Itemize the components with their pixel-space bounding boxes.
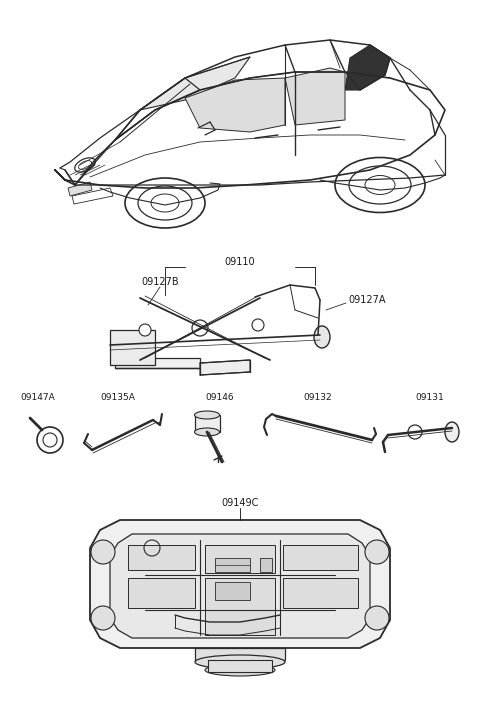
Polygon shape: [185, 78, 285, 132]
Text: 09132: 09132: [304, 394, 332, 403]
Polygon shape: [115, 358, 200, 368]
Polygon shape: [345, 45, 390, 90]
Text: 09146: 09146: [206, 394, 234, 403]
Text: 09135A: 09135A: [101, 394, 135, 403]
Polygon shape: [110, 534, 370, 638]
Polygon shape: [260, 558, 272, 572]
Polygon shape: [90, 520, 390, 648]
Circle shape: [139, 324, 151, 336]
Text: 09149C: 09149C: [221, 498, 259, 508]
Polygon shape: [200, 360, 250, 375]
Circle shape: [365, 606, 389, 630]
Polygon shape: [195, 648, 285, 660]
Text: 09110: 09110: [225, 257, 255, 267]
Ellipse shape: [195, 655, 285, 669]
Polygon shape: [140, 57, 250, 110]
Polygon shape: [205, 578, 275, 635]
Ellipse shape: [445, 422, 459, 442]
Circle shape: [91, 606, 115, 630]
Text: 09127B: 09127B: [141, 277, 179, 287]
Ellipse shape: [205, 664, 275, 676]
Polygon shape: [215, 582, 250, 600]
Polygon shape: [285, 68, 345, 125]
Polygon shape: [128, 578, 195, 608]
Text: 09147A: 09147A: [21, 394, 55, 403]
Ellipse shape: [194, 428, 219, 436]
Circle shape: [91, 540, 115, 564]
Circle shape: [192, 320, 208, 336]
Ellipse shape: [194, 411, 219, 419]
Polygon shape: [110, 330, 155, 365]
Polygon shape: [195, 415, 220, 432]
Text: 09127A: 09127A: [348, 295, 385, 305]
Ellipse shape: [314, 326, 330, 348]
Polygon shape: [208, 660, 272, 672]
Circle shape: [365, 540, 389, 564]
Polygon shape: [283, 545, 358, 570]
Circle shape: [252, 319, 264, 331]
Polygon shape: [215, 558, 250, 572]
Polygon shape: [283, 578, 358, 608]
Text: 09131: 09131: [416, 394, 444, 403]
Polygon shape: [128, 545, 195, 570]
Polygon shape: [205, 545, 275, 573]
Polygon shape: [68, 182, 92, 196]
